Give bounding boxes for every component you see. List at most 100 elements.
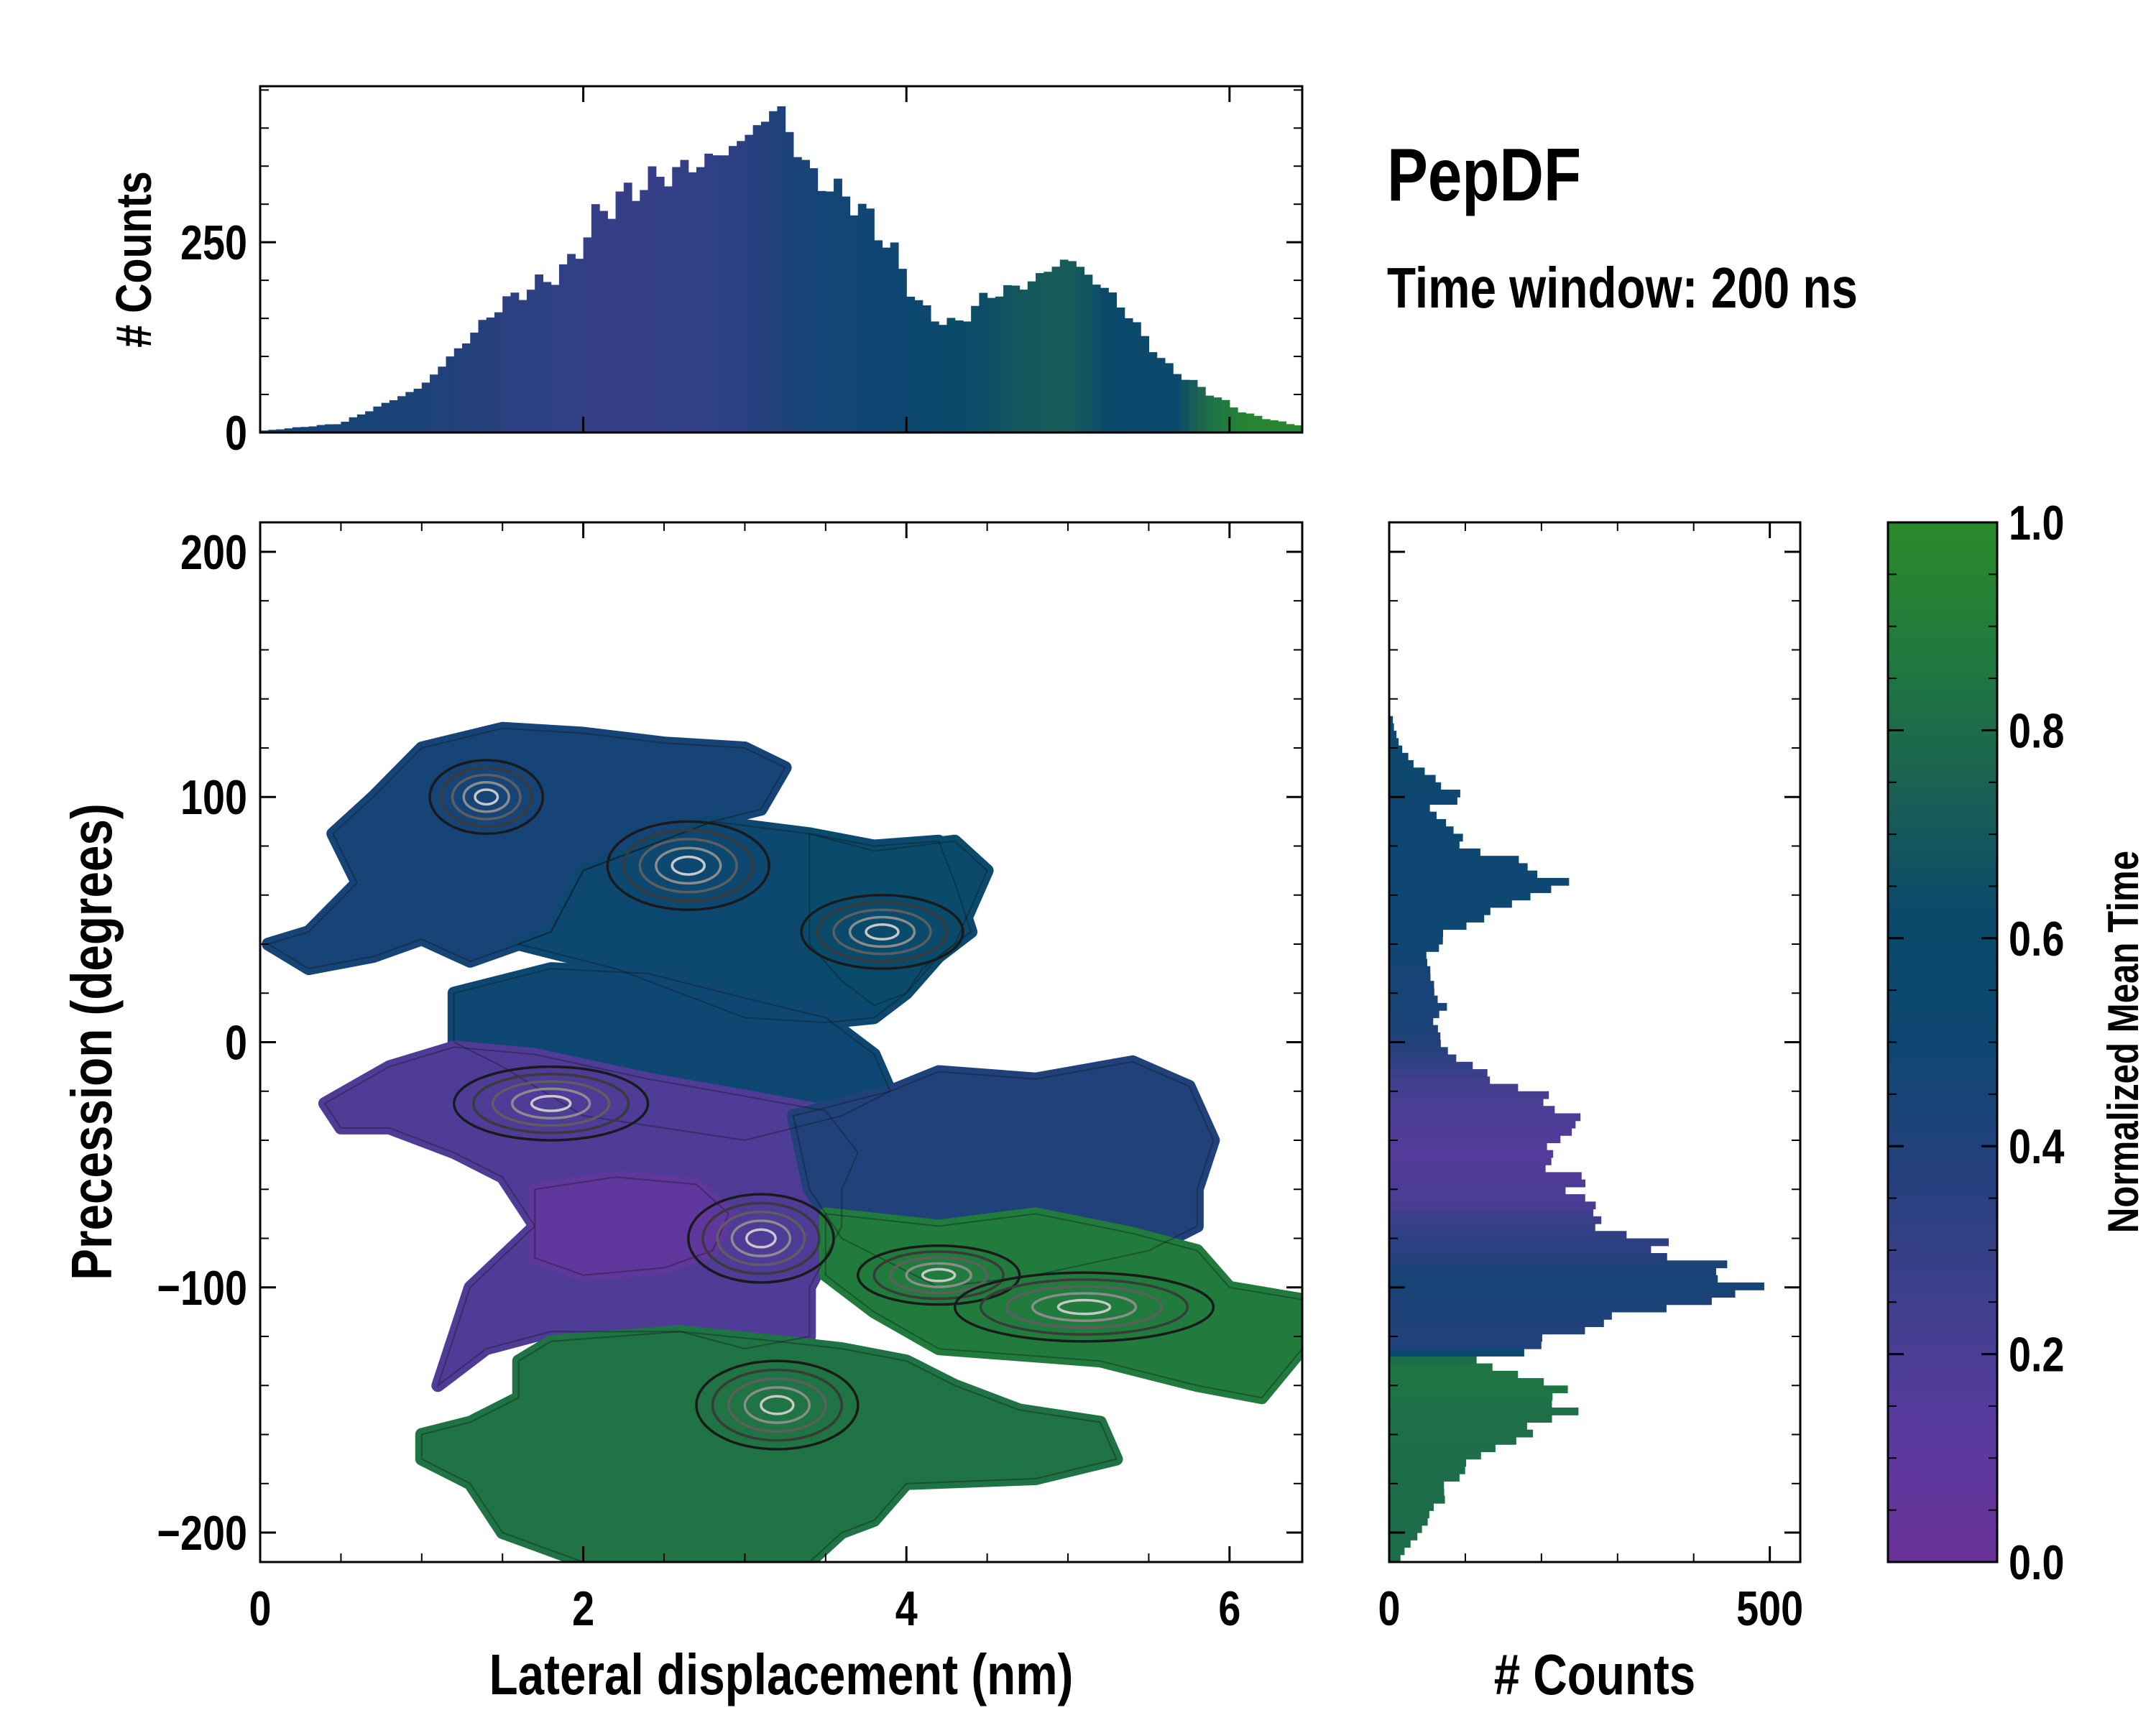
heatmap-contour <box>530 1094 572 1112</box>
right-histogram-bar <box>1389 1429 1534 1438</box>
top-histogram-bars <box>260 106 1302 433</box>
right-histogram-bar <box>1389 1525 1422 1533</box>
heatmap-contour <box>888 1256 989 1295</box>
right-histogram-bar <box>1389 1091 1549 1099</box>
heatmap-xtick-label: 4 <box>895 1582 918 1636</box>
heatmap-contour <box>727 1377 827 1433</box>
right-histogram-bar <box>1389 966 1431 974</box>
colorbar-tick-label: 0.8 <box>2009 704 2065 758</box>
heatmap-contour <box>745 1228 777 1249</box>
right-histogram-bar <box>1389 1349 1524 1357</box>
top-histogram-bar <box>672 167 681 433</box>
top-histogram-ytick-label: 0 <box>225 407 247 461</box>
top-histogram-bar <box>1261 419 1271 433</box>
heatmap-contour <box>701 1201 821 1275</box>
heatmap-contour <box>1056 1298 1112 1316</box>
heatmap-ylabel: Precession (degrees) <box>60 803 124 1280</box>
top-histogram-bar <box>1238 412 1246 433</box>
top-histogram-bar <box>373 406 382 433</box>
heatmap-contour <box>848 915 916 948</box>
joint-heatmap-panel: 0 2 4 6 −200 −100 0 100 200 Lateral displacement… <box>60 521 1304 1706</box>
right-histogram-bar <box>1389 1451 1481 1460</box>
figure-subtitle: Time window: 200 ns <box>1387 256 1858 320</box>
right-histogram-bar <box>1389 892 1531 901</box>
right-histogram-bar <box>1389 856 1519 864</box>
top-histogram-bar <box>268 430 277 433</box>
top-histogram-ylabel: # Counts <box>106 171 162 348</box>
right-histogram-bar <box>1389 1533 1418 1540</box>
right-histogram-bar <box>1389 811 1437 820</box>
right-histogram-bar <box>1389 1047 1448 1055</box>
top-histogram-bar <box>599 211 608 433</box>
top-histogram-bar <box>1245 413 1255 433</box>
top-histogram-bar <box>785 131 794 433</box>
top-histogram-ticks: 0 250 <box>180 86 1302 461</box>
heatmap-contour <box>730 1219 792 1257</box>
top-histogram-bar <box>583 237 592 433</box>
right-histogram-bar <box>1389 1290 1736 1298</box>
heatmap-contour <box>471 1073 630 1135</box>
top-histogram-bar <box>349 417 358 433</box>
figure-title: PepDF <box>1387 134 1582 217</box>
top-histogram-bar <box>809 168 819 433</box>
heatmap-region <box>262 721 792 976</box>
right-histogram-bar <box>1389 863 1528 872</box>
top-histogram-bar <box>284 428 293 433</box>
heatmap-contour <box>832 908 932 956</box>
right-histogram-bar <box>1389 1378 1544 1386</box>
right-histogram-bar <box>1389 1054 1457 1063</box>
right-histogram-bar <box>1389 1510 1429 1519</box>
heatmap-contour <box>686 1193 835 1284</box>
right-histogram-bar <box>1389 1392 1553 1401</box>
top-histogram-bar <box>1270 420 1279 433</box>
top-histogram-bar <box>494 312 503 433</box>
right-histogram-bar <box>1389 1267 1716 1276</box>
right-histogram-bar <box>1389 1356 1477 1364</box>
heatmap-contour <box>451 773 522 821</box>
top-histogram-bar <box>276 429 285 433</box>
top-histogram-bar <box>979 292 988 433</box>
right-histogram-bar <box>1389 988 1434 997</box>
top-histogram-bar <box>874 240 883 433</box>
top-histogram-bar <box>1124 318 1133 433</box>
top-histogram-bar <box>381 402 390 433</box>
right-histogram-bar <box>1389 1304 1667 1313</box>
top-histogram-bar <box>728 146 737 433</box>
heatmap-contour <box>857 1244 1021 1306</box>
heatmap-contour <box>865 923 900 941</box>
right-histogram-bar <box>1389 1002 1447 1011</box>
top-histogram-bar <box>1003 285 1012 433</box>
top-histogram-bar <box>1148 352 1158 433</box>
right-histogram-bar <box>1389 973 1431 981</box>
top-histogram-bar <box>1036 273 1044 433</box>
right-histogram-bar <box>1389 915 1485 923</box>
right-histogram-bar <box>1389 1113 1581 1122</box>
right-histogram-bar <box>1389 1341 1542 1349</box>
heatmap-ytick-label: 0 <box>225 1016 247 1070</box>
colorbar-label: Normalized Mean Time <box>2099 851 2147 1233</box>
top-histogram-bar <box>1132 322 1141 433</box>
right-histogram-bar <box>1389 1334 1542 1342</box>
colorbar-panel: 0.0 0.2 0.4 0.6 0.8 1.0 Normalized Mean Time <box>1886 496 2147 1590</box>
heatmap-contour <box>491 1080 611 1127</box>
top-histogram-bar <box>1156 358 1166 433</box>
top-histogram-bar <box>438 366 447 433</box>
top-histogram-bar <box>453 348 463 433</box>
top-histogram-bar <box>324 424 333 433</box>
right-histogram-xtick-label: 500 <box>1736 1582 1803 1636</box>
top-histogram-bar <box>1068 261 1077 433</box>
top-histogram-bar <box>971 305 980 433</box>
top-histogram-bar <box>939 325 948 433</box>
right-histogram-bar <box>1389 907 1491 915</box>
top-histogram-bar <box>1253 415 1263 433</box>
colorbar-tick-label: 1.0 <box>2009 496 2065 550</box>
top-histogram-bar <box>898 269 907 433</box>
right-histogram-bar <box>1389 1282 1764 1290</box>
heatmap-contour <box>695 1359 860 1451</box>
right-histogram-bar <box>1389 981 1434 989</box>
top-histogram-bar <box>1019 290 1028 433</box>
heatmap-ytick-label: −200 <box>157 1507 247 1561</box>
right-histogram-bar <box>1389 1106 1555 1114</box>
top-histogram-bar <box>752 125 762 433</box>
